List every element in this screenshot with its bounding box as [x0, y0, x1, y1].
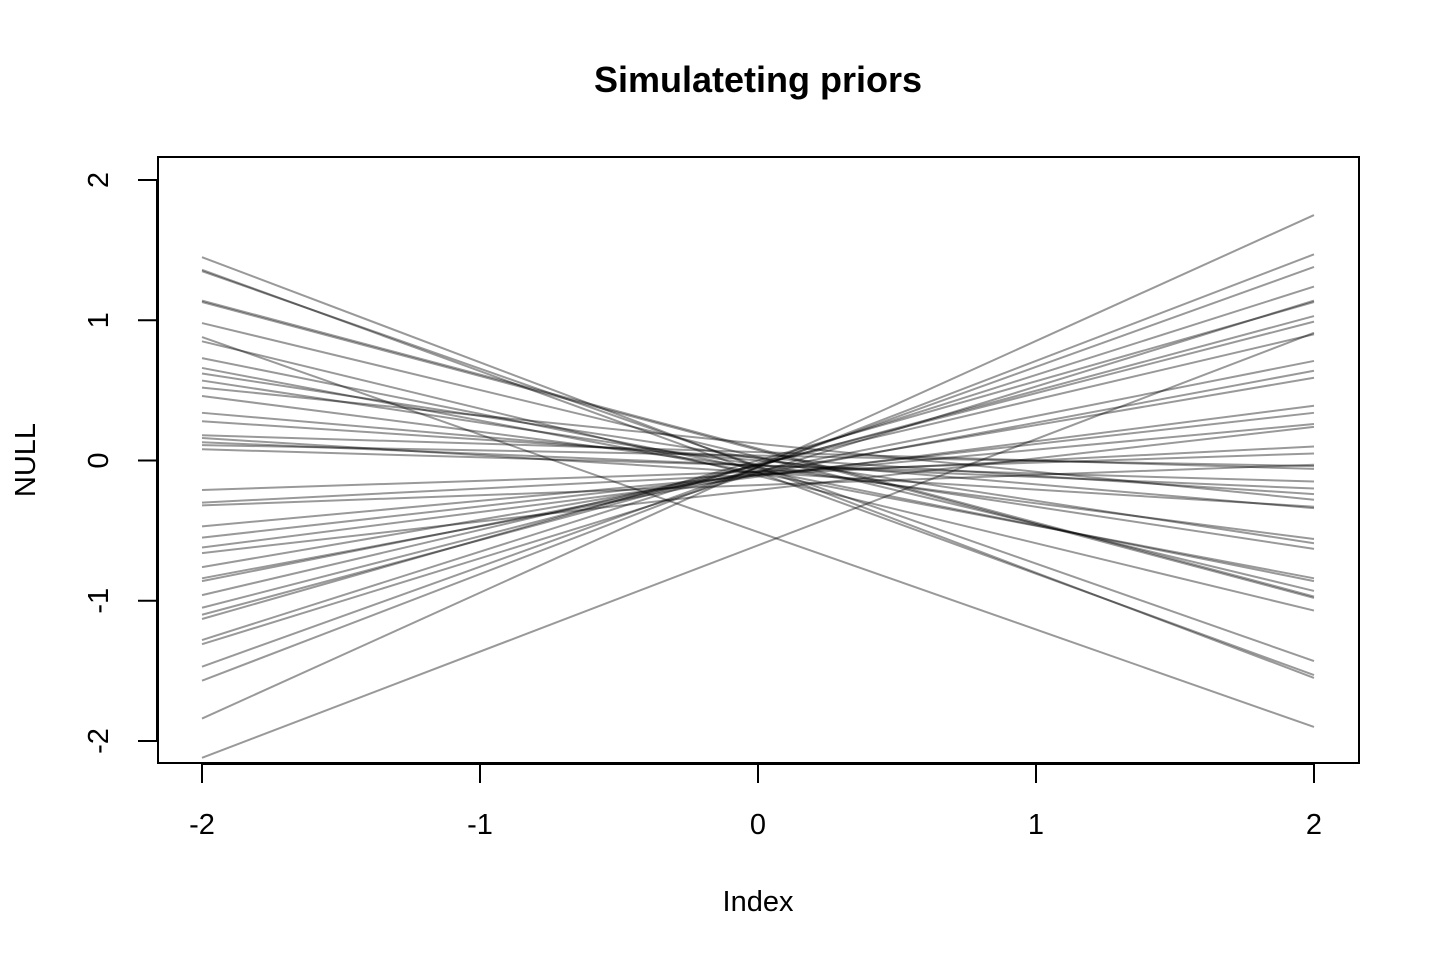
y-tick-label: -2	[83, 728, 115, 754]
prior-line-8	[201, 340, 1315, 612]
y-tick-label: -1	[83, 588, 115, 614]
x-tick-label: -2	[189, 809, 215, 841]
prior-line-29	[201, 376, 1315, 569]
prior-line-5	[201, 301, 1315, 599]
prior-line-19	[201, 441, 1315, 490]
x-tick-label: 2	[1306, 809, 1322, 841]
prior-line-14	[201, 394, 1315, 541]
y-tick-label: 0	[83, 452, 115, 468]
x-tick-label: -1	[467, 809, 493, 841]
x-axis-label: Index	[723, 886, 794, 918]
prior-line-38	[201, 266, 1315, 668]
y-axis: -2 -1 0 1 2	[83, 172, 158, 754]
x-tick-label: 1	[1028, 809, 1044, 841]
prior-line-4	[201, 299, 1315, 598]
prior-line-41	[201, 331, 1315, 759]
prior-line-40	[201, 214, 1315, 720]
prior-line-11	[201, 372, 1315, 545]
prior-line-18	[201, 437, 1315, 508]
prior-line-33	[201, 320, 1315, 609]
prior-line-25	[201, 423, 1315, 528]
prior-line-15	[201, 411, 1315, 510]
x-tick-label: 0	[750, 809, 766, 841]
prior-line-31	[201, 359, 1315, 583]
y-tick-label: 1	[83, 312, 115, 328]
prior-line-21	[201, 448, 1315, 483]
prior-line-9	[201, 357, 1315, 583]
prior-line-35	[201, 301, 1315, 620]
prior-line-37	[201, 299, 1315, 646]
prior-line-10	[201, 366, 1315, 580]
prior-line-12	[201, 379, 1315, 550]
prior-line-13	[201, 386, 1315, 501]
prior-line-6	[201, 322, 1315, 592]
prior-line-36	[201, 285, 1315, 641]
prior-line-3	[201, 270, 1315, 663]
prior-line-26	[201, 411, 1315, 539]
prior-line-34	[201, 315, 1315, 616]
prior-line-27	[201, 404, 1315, 549]
prior-line-1	[201, 256, 1315, 679]
prior-line-20	[201, 444, 1315, 468]
plot-area	[201, 214, 1315, 759]
prior-line-22	[201, 452, 1315, 491]
prior-line-23	[201, 445, 1315, 504]
prior-line-30	[201, 369, 1315, 580]
prior-line-17	[201, 434, 1315, 470]
prior-line-16	[201, 420, 1315, 496]
x-axis: -2 -1 0 1 2	[189, 763, 1322, 841]
prior-line-32	[201, 333, 1315, 597]
prior-line-28	[201, 425, 1315, 555]
prior-line-24	[201, 463, 1315, 507]
y-tick-label: 2	[83, 172, 115, 188]
y-axis-label: NULL	[10, 423, 42, 497]
chart-title: Simulateting priors	[594, 59, 922, 100]
prior-line-2	[201, 268, 1315, 677]
prior-line-7	[201, 336, 1315, 728]
prior-line-39	[201, 253, 1315, 682]
